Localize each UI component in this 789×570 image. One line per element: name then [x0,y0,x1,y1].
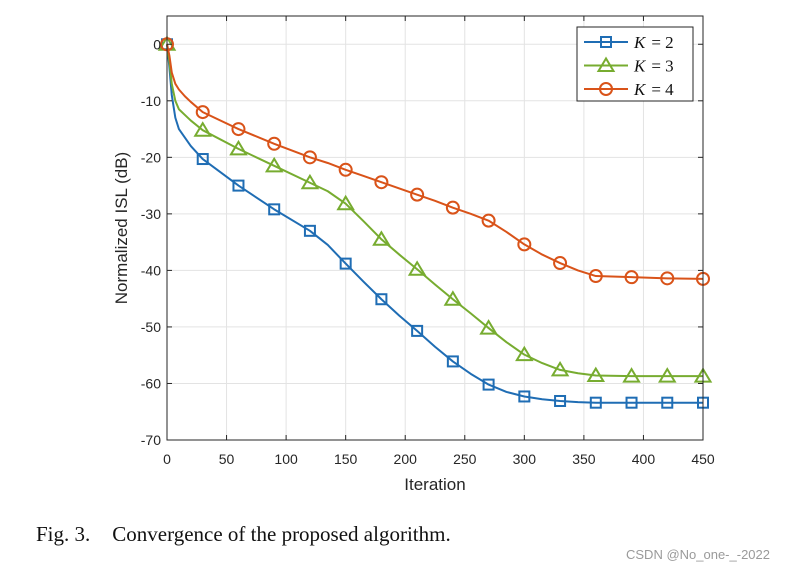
series-k4-marker [445,200,460,215]
series-k2-marker [196,153,209,166]
series-k4-marker [624,270,639,285]
series-k4-marker [553,256,568,271]
series-k4-line [166,44,704,280]
series-k2-marker [303,224,316,237]
legend-item-k3-label: K = 3 [633,57,674,76]
series-k2-marker [518,390,531,403]
series-k2-marker [375,293,388,306]
legend-item-k3-value: = 3 [651,57,673,76]
series-k4-marker [410,187,425,202]
legend-item-k2: K = 2 [584,33,674,52]
series-k3-marker [372,230,391,246]
x-tick-label: 300 [513,451,537,467]
series-k3 [157,35,713,383]
series-k3-marker [407,260,427,276]
series-k2 [161,38,709,409]
legend-item-k4-label: K = 4 [633,80,674,99]
series-k4-marker [517,237,532,252]
series-k3-marker [336,194,355,211]
legend: K = 2K = 3K = 4 [576,26,694,102]
series-k2-marker [554,394,567,407]
legend-item-k4: K = 4 [584,80,674,99]
series-k2-marker [411,324,424,337]
convergence-chart: 0 50 100 150 200 250 300 350 400 450 0 -10 -20 -30 -40… [112,15,715,494]
series-k4-marker [481,213,496,228]
y-tick-label: -20 [141,149,161,165]
legend-item-k4-marker [599,82,613,96]
x-tick-label: 0 [163,451,171,467]
x-tick-label: 100 [274,451,298,467]
series-k3-marker [264,156,284,173]
series-k4-marker [231,122,246,137]
series-k4-marker [588,269,603,284]
x-tick-label: 250 [453,451,477,467]
series-k2-marker [589,396,602,409]
y-axis-label: Normalized ISL (dB) [112,152,131,304]
y-tick-label: -50 [141,319,161,335]
legend-item-k2-label: K = 2 [633,33,674,52]
legend-item-k2-symbol: K [633,33,647,52]
series-k4-marker [374,175,389,190]
series-k4-marker [302,150,317,165]
series-k2-marker [661,396,674,409]
series-k4-marker [338,162,353,177]
x-tick-label: 200 [394,451,418,467]
series-k3-marker [658,367,677,383]
x-axis-label: Iteration [404,475,465,494]
legend-item-k3-symbol: K [633,57,647,76]
legend-item-k2-marker [600,36,612,48]
axis-ticks: 0 50 100 150 200 250 300 350 400 450 0 -10 -20 -30 -40… [141,16,715,467]
y-tick-label: -10 [141,93,161,109]
series-k4-marker [267,136,282,151]
series-k4-marker [660,271,675,286]
legend-item-k3-marker [596,56,616,72]
x-tick-label: 400 [632,451,656,467]
series-k2-line [166,44,703,404]
series-k3-marker [193,121,212,137]
x-tick-label: 150 [334,451,358,467]
x-tick-label: 350 [572,451,596,467]
series-k4-marker [195,105,210,120]
legend-item-k4-value: = 4 [651,80,674,99]
y-tick-label: -30 [141,206,161,222]
watermark: CSDN @No_one-_-2022 [626,547,770,562]
series-k2-marker [232,179,245,192]
series-k3-marker [622,367,641,383]
series-k2-marker [268,203,281,216]
series-k2-marker [446,355,459,368]
series-k2-marker [625,396,638,409]
legend-item-k3: K = 3 [584,57,674,76]
series-k3-marker [229,139,248,156]
legend-item-k4-symbol: K [633,80,647,99]
series-k3-marker [479,319,498,335]
y-tick-label: 0 [153,36,161,52]
x-tick-label: 450 [691,451,715,467]
series-k3-marker [443,290,463,306]
series-k3-marker [300,173,320,190]
series-k3-marker [550,360,570,377]
x-tick-label: 50 [219,451,235,467]
caption-text: Convergence of the proposed algorithm. [112,522,451,546]
plot-frame [166,15,704,441]
series-k2-marker [482,378,495,391]
series-k3-line [166,44,703,378]
figure-caption: Fig. 3. Convergence of the proposed algor… [36,522,451,547]
legend-item-k2-value: = 2 [651,33,673,52]
y-tick-label: -70 [141,432,161,448]
y-tick-label: -60 [141,375,161,391]
series-k2-marker [339,257,352,270]
caption-label: Fig. 3. [36,522,91,546]
series-k3-marker [515,345,534,362]
series-k3-marker [586,366,606,383]
y-tick-label: -40 [141,262,161,278]
